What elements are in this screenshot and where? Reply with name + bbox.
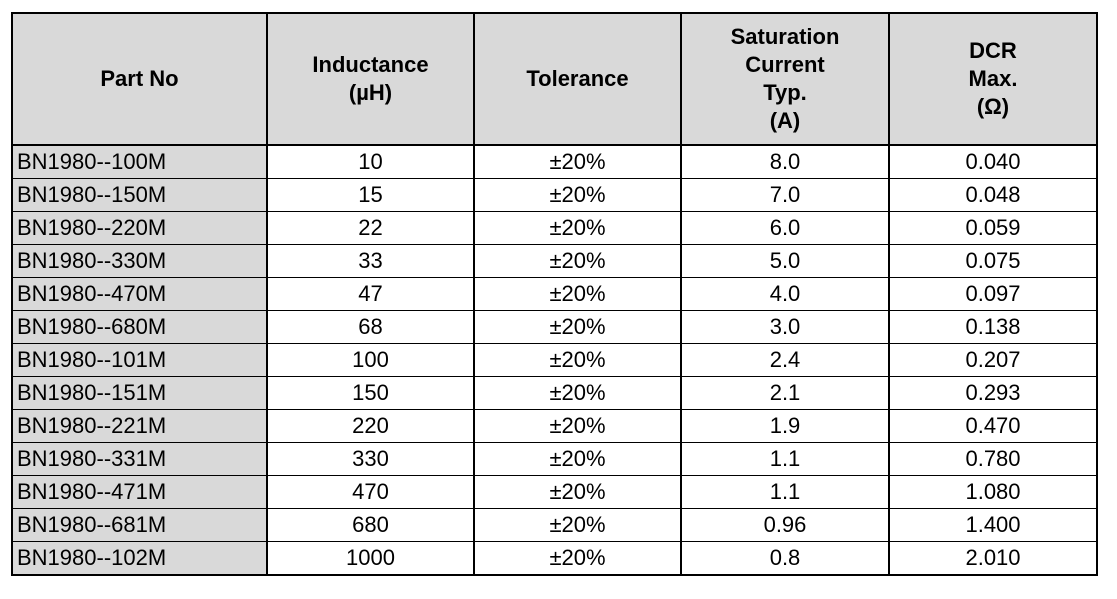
- dcr-cell: 0.470: [888, 409, 1098, 443]
- saturation-current-cell: 2.1: [680, 376, 890, 410]
- header-line: Inductance: [312, 52, 429, 77]
- dcr-cell: 0.075: [888, 244, 1098, 278]
- tolerance-cell: ±20%: [473, 475, 682, 509]
- saturation-current-cell: 7.0: [680, 178, 890, 212]
- inductance-cell: 150: [266, 376, 475, 410]
- table-row: BN1980--331M 330 ±20% 1.1 0.780: [11, 442, 1098, 476]
- tolerance-cell: ±20%: [473, 442, 682, 476]
- part-no-cell: BN1980--151M: [11, 376, 268, 410]
- saturation-current-cell: 4.0: [680, 277, 890, 311]
- part-no-cell: BN1980--100M: [11, 144, 268, 179]
- inductance-cell: 1000: [266, 541, 475, 576]
- tolerance-cell: ±20%: [473, 508, 682, 542]
- tolerance-cell: ±20%: [473, 409, 682, 443]
- dcr-cell: 1.400: [888, 508, 1098, 542]
- part-no-cell: BN1980--680M: [11, 310, 268, 344]
- part-no-cell: BN1980--102M: [11, 541, 268, 576]
- header-line: Part No: [100, 66, 179, 91]
- part-no-cell: BN1980--470M: [11, 277, 268, 311]
- table-row: BN1980--471M 470 ±20% 1.1 1.080: [11, 475, 1098, 509]
- table-row: BN1980--220M 22 ±20% 6.0 0.059: [11, 211, 1098, 245]
- inductance-cell: 10: [266, 144, 475, 179]
- dcr-cell: 0.293: [888, 376, 1098, 410]
- tolerance-cell: ±20%: [473, 277, 682, 311]
- table-row: BN1980--470M 47 ±20% 4.0 0.097: [11, 277, 1098, 311]
- part-no-cell: BN1980--220M: [11, 211, 268, 245]
- dcr-cell: 0.138: [888, 310, 1098, 344]
- tolerance-cell: ±20%: [473, 178, 682, 212]
- dcr-cell: 1.080: [888, 475, 1098, 509]
- table-row: BN1980--150M 15 ±20% 7.0 0.048: [11, 178, 1098, 212]
- header-saturation-current: Saturation Current Typ. (A): [680, 12, 890, 146]
- saturation-current-cell: 6.0: [680, 211, 890, 245]
- dcr-cell: 0.097: [888, 277, 1098, 311]
- tolerance-cell: ±20%: [473, 310, 682, 344]
- table-row: BN1980--330M 33 ±20% 5.0 0.075: [11, 244, 1098, 278]
- inductance-cell: 470: [266, 475, 475, 509]
- saturation-current-cell: 1.1: [680, 442, 890, 476]
- part-no-cell: BN1980--331M: [11, 442, 268, 476]
- header-line: (Ω): [976, 94, 1010, 119]
- header-row: Part No Inductance (µH) Tolerance Satura…: [11, 12, 1098, 146]
- header-line: (A): [769, 108, 801, 133]
- dcr-cell: 0.207: [888, 343, 1098, 377]
- inductance-cell: 47: [266, 277, 475, 311]
- saturation-current-cell: 3.0: [680, 310, 890, 344]
- header-part-no: Part No: [11, 12, 268, 146]
- table-row: BN1980--680M 68 ±20% 3.0 0.138: [11, 310, 1098, 344]
- dcr-cell: 0.059: [888, 211, 1098, 245]
- part-no-cell: BN1980--471M: [11, 475, 268, 509]
- tolerance-cell: ±20%: [473, 343, 682, 377]
- header-inductance: Inductance (µH): [266, 12, 475, 146]
- dcr-cell: 0.040: [888, 144, 1098, 179]
- dcr-cell: 2.010: [888, 541, 1098, 576]
- header-line: (µH): [348, 80, 393, 105]
- inductance-cell: 220: [266, 409, 475, 443]
- saturation-current-cell: 2.4: [680, 343, 890, 377]
- tolerance-cell: ±20%: [473, 244, 682, 278]
- inductance-cell: 22: [266, 211, 475, 245]
- inductance-cell: 15: [266, 178, 475, 212]
- table-row: BN1980--101M 100 ±20% 2.4 0.207: [11, 343, 1098, 377]
- inductance-cell: 680: [266, 508, 475, 542]
- part-no-cell: BN1980--221M: [11, 409, 268, 443]
- saturation-current-cell: 0.8: [680, 541, 890, 576]
- tolerance-cell: ±20%: [473, 144, 682, 179]
- part-no-cell: BN1980--330M: [11, 244, 268, 278]
- saturation-current-cell: 5.0: [680, 244, 890, 278]
- table-row: BN1980--100M 10 ±20% 8.0 0.040: [11, 144, 1098, 179]
- tolerance-cell: ±20%: [473, 541, 682, 576]
- table-row: BN1980--151M 150 ±20% 2.1 0.293: [11, 376, 1098, 410]
- inductance-cell: 330: [266, 442, 475, 476]
- saturation-current-cell: 8.0: [680, 144, 890, 179]
- header-dcr-max: DCR Max. (Ω): [888, 12, 1098, 146]
- part-no-cell: BN1980--101M: [11, 343, 268, 377]
- saturation-current-cell: 1.9: [680, 409, 890, 443]
- dcr-cell: 0.780: [888, 442, 1098, 476]
- header-line: Tolerance: [526, 66, 629, 91]
- table-row: BN1980--102M 1000 ±20% 0.8 2.010: [11, 541, 1098, 576]
- inductor-spec-table: Part No Inductance (µH) Tolerance Satura…: [11, 12, 1098, 576]
- part-no-cell: BN1980--150M: [11, 178, 268, 212]
- saturation-current-cell: 0.96: [680, 508, 890, 542]
- header-line: DCR: [969, 38, 1017, 63]
- header-line: Current: [745, 52, 825, 77]
- table-row: BN1980--221M 220 ±20% 1.9 0.470: [11, 409, 1098, 443]
- header-line: Typ.: [763, 80, 807, 105]
- inductance-cell: 33: [266, 244, 475, 278]
- tolerance-cell: ±20%: [473, 211, 682, 245]
- part-no-cell: BN1980--681M: [11, 508, 268, 542]
- header-tolerance: Tolerance: [473, 12, 682, 146]
- inductance-cell: 100: [266, 343, 475, 377]
- header-line: Saturation: [730, 24, 840, 49]
- saturation-current-cell: 1.1: [680, 475, 890, 509]
- tolerance-cell: ±20%: [473, 376, 682, 410]
- inductance-cell: 68: [266, 310, 475, 344]
- table-row: BN1980--681M 680 ±20% 0.96 1.400: [11, 508, 1098, 542]
- header-line: Max.: [968, 66, 1018, 91]
- dcr-cell: 0.048: [888, 178, 1098, 212]
